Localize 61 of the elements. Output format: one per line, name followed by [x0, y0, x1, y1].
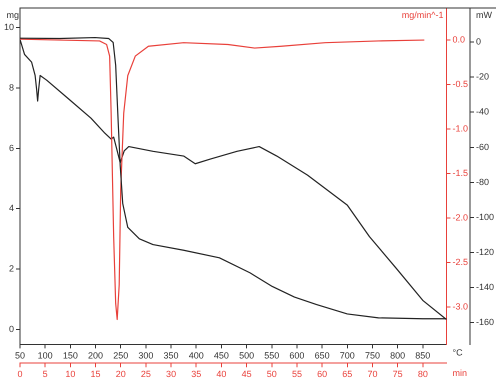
x2-tick-label: 70: [367, 369, 378, 380]
y2-tick-label: -2.0: [452, 212, 468, 223]
y-tick-label: 4: [8, 203, 14, 214]
x-tick-label: 250: [113, 350, 128, 360]
x-tick-label: 300: [138, 350, 154, 360]
y3-tick-label: -140: [476, 282, 494, 292]
y3-tick-label: -160: [476, 316, 494, 327]
x2-tick-label: 10: [65, 369, 76, 380]
x-tick-label: 750: [364, 350, 380, 360]
x2-tick-label: 60: [317, 369, 328, 380]
x2-tick-label: 35: [191, 369, 202, 380]
y3-tick-label: -80: [476, 176, 489, 187]
x2-tick-label: 15: [90, 369, 101, 380]
y2-tick-label: -1.5: [452, 168, 468, 178]
x-tick-label: 550: [264, 350, 280, 360]
x2-tick-label: 25: [140, 369, 151, 380]
x-tick-label: 800: [390, 350, 406, 360]
y2-axis-title: mg/min^-1: [402, 10, 444, 20]
x-tick-label: 450: [214, 350, 229, 360]
y2-tick-label: -2.5: [452, 257, 468, 268]
x2-tick-label: 50: [266, 369, 277, 380]
y3-tick-label: -120: [476, 246, 494, 257]
x2-tick-label: 75: [392, 369, 403, 380]
y2-tick-label: -0.5: [452, 79, 468, 90]
y-tick-label: 6: [8, 142, 14, 153]
x-tick-label: 50: [15, 350, 26, 360]
x2-tick-label: 45: [242, 369, 252, 380]
x-tick-label: 150: [62, 350, 78, 360]
x2-tick-label: 65: [342, 369, 352, 380]
y3-axis-title: mW: [476, 10, 492, 20]
y-tick-label: 8: [8, 82, 14, 92]
x2-tick-label: 80: [418, 369, 428, 380]
y3-tick-label: -100: [476, 212, 494, 222]
x-tick-label: 200: [88, 350, 104, 360]
x-axis-title: °C: [452, 347, 464, 358]
x-tick-label: 500: [239, 350, 254, 360]
x-tick-label: 400: [188, 350, 204, 360]
x-tick-label: 350: [164, 350, 179, 360]
x2-tick-label: 40: [216, 369, 226, 380]
y-tick-label: 10: [4, 22, 14, 32]
y-tick-label: 2: [8, 263, 14, 274]
y3-tick-label: -60: [476, 142, 489, 152]
y2-tick-label: 0.0: [452, 34, 465, 45]
y2-tick-label: -3.0: [452, 302, 468, 312]
x-tick-label: 700: [340, 350, 355, 360]
x2-tick-label: 20: [116, 369, 126, 380]
x2-tick-label: 30: [166, 369, 176, 380]
y2-tick-label: -1.0: [452, 124, 468, 134]
x2-tick-label: 55: [292, 369, 302, 380]
y3-tick-label: -20: [476, 72, 489, 82]
y-tick-label: 0: [8, 324, 14, 334]
y3-tick-label: 0: [476, 36, 481, 47]
x-tick-label: 100: [38, 350, 53, 360]
x2-tick-label: 0: [18, 369, 23, 380]
y3-tick-label: -40: [476, 106, 489, 117]
y-axis-title: mg: [6, 10, 20, 20]
x2-axis-title: min: [452, 368, 467, 378]
x-tick-label: 850: [415, 350, 430, 360]
x2-tick-label: 5: [42, 369, 48, 380]
x-tick-label: 650: [314, 350, 330, 360]
x-tick-label: 600: [289, 350, 304, 360]
